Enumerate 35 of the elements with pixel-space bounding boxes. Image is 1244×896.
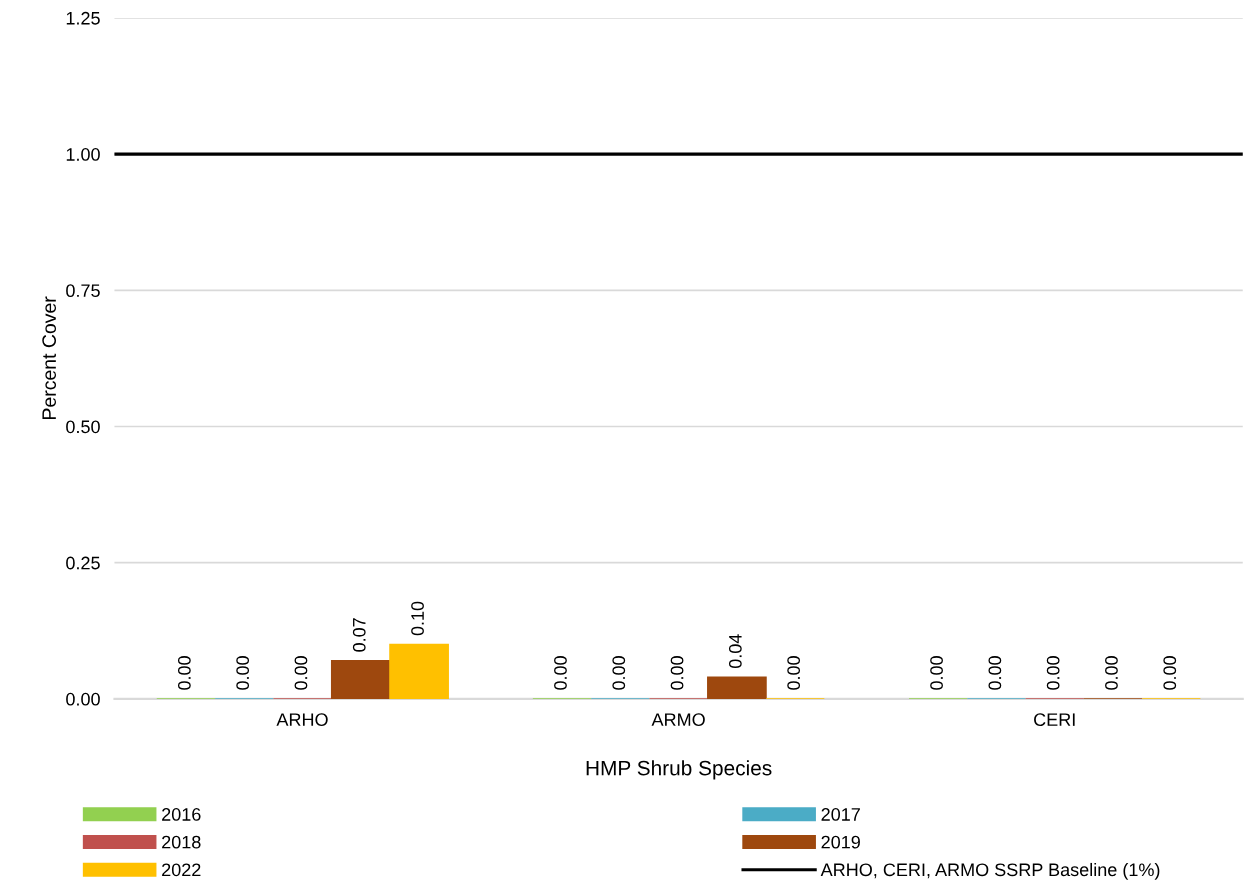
x-axis-title: HMP Shrub Species	[586, 760, 772, 780]
x-tick-label: CERI	[1034, 713, 1075, 727]
data-label: 0.00	[787, 656, 801, 690]
x-tick-label: ARHO	[276, 713, 328, 727]
bar	[707, 676, 767, 699]
legend-label: ARHO, CERI, ARMO SSRP Baseline (1%)	[820, 862, 1160, 880]
legend-label: 2018	[162, 835, 201, 849]
data-label: 0.07	[352, 618, 366, 652]
legend-label: 2016	[162, 808, 201, 821]
data-label: 0.00	[612, 656, 626, 690]
x-tick-label: ARMO	[651, 713, 705, 727]
data-label: 0.00	[988, 656, 1002, 690]
legend-label: 2022	[162, 863, 201, 877]
data-label: 0.00	[177, 656, 191, 690]
data-label: 0.00	[236, 656, 250, 690]
y-tick-label: 0.25	[66, 556, 100, 570]
bar	[330, 660, 391, 699]
y-tick-label: 1.25	[66, 11, 100, 25]
data-label: 0.00	[1105, 656, 1118, 690]
y-tick-label: 0.75	[66, 284, 100, 298]
y-tick-label: 0.00	[66, 692, 100, 706]
y-axis-title: Percent Cover	[42, 296, 57, 419]
data-label: 0.10	[411, 601, 424, 636]
y-tick-label: 1.00	[66, 148, 100, 161]
legend-label: 2017	[821, 808, 860, 821]
y-tick-label: 0.50	[66, 420, 100, 434]
data-label: 0.00	[930, 656, 943, 690]
data-label: 0.00	[670, 656, 684, 690]
data-label: 0.04	[728, 634, 742, 669]
legend-label: 2019	[821, 835, 860, 849]
data-label: 0.00	[554, 656, 567, 690]
data-label: 0.00	[294, 656, 308, 690]
bar	[389, 643, 449, 699]
data-label: 0.00	[1046, 656, 1060, 690]
data-label: 0.00	[1163, 656, 1177, 690]
